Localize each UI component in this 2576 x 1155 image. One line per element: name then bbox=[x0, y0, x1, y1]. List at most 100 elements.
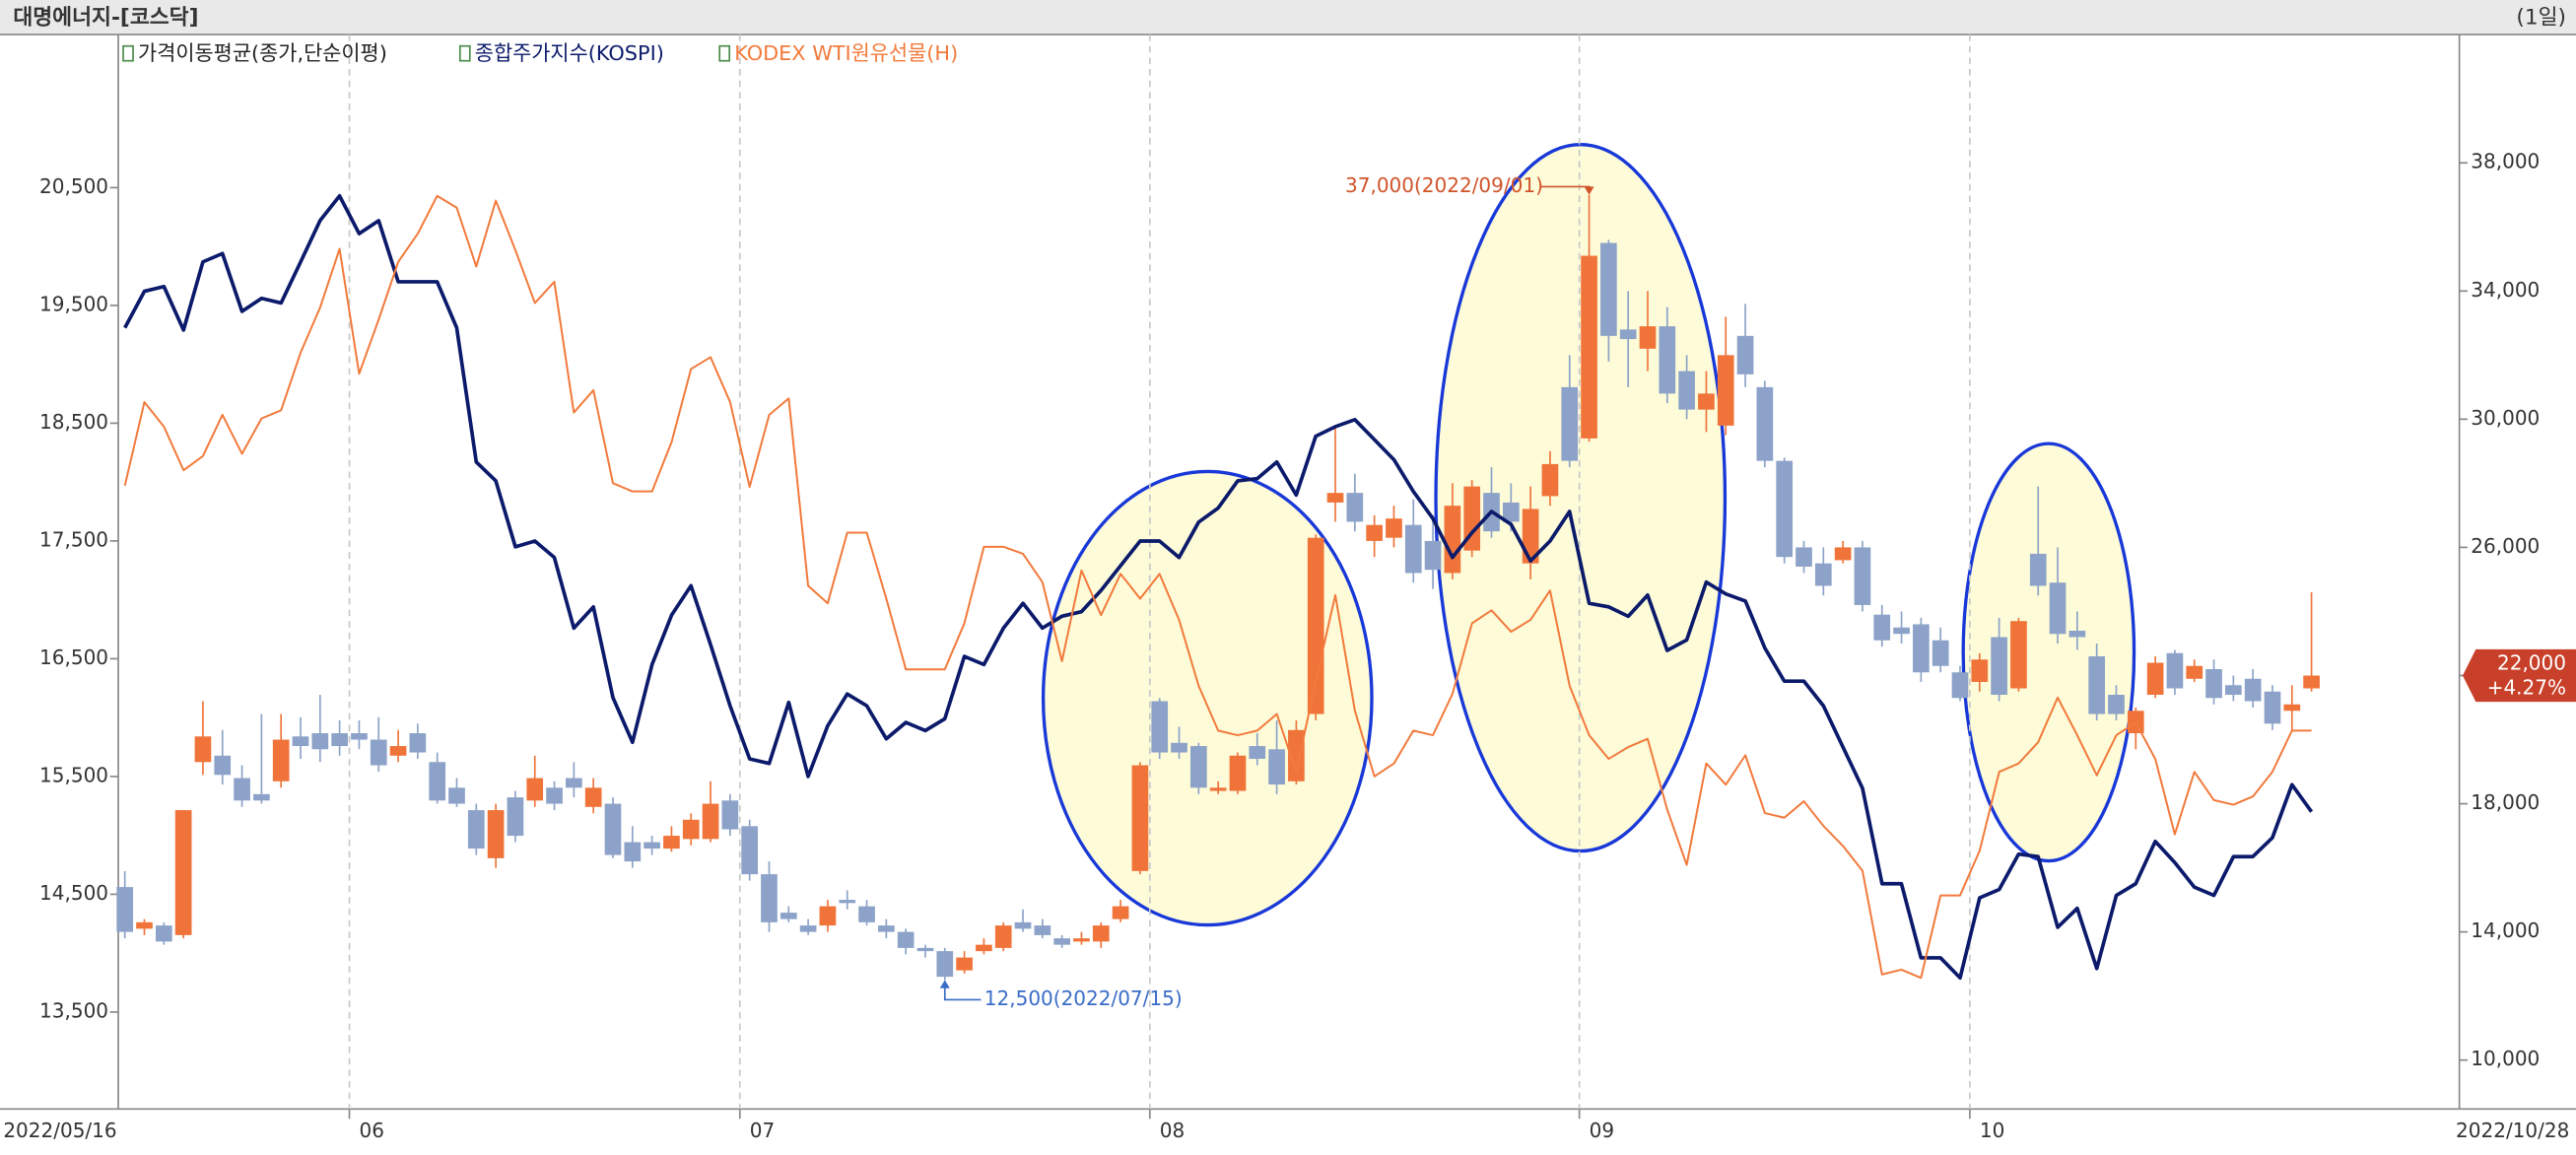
candle-body bbox=[1736, 335, 1754, 374]
candle-body bbox=[2264, 691, 2281, 724]
candle-body bbox=[1463, 486, 1481, 551]
candle-body bbox=[1932, 640, 1949, 666]
y2-tick-label: 26,000 bbox=[2471, 534, 2540, 558]
y2-tick-label: 34,000 bbox=[2471, 278, 2540, 302]
candle-body bbox=[1112, 906, 1129, 919]
y2-tick-label: 38,000 bbox=[2471, 150, 2540, 173]
legend-icon bbox=[122, 44, 134, 62]
y2-tick-label: 10,000 bbox=[2471, 1047, 2540, 1070]
candle-body bbox=[584, 787, 602, 807]
y-tick-label: 13,500 bbox=[39, 998, 108, 1022]
candle-body bbox=[2225, 685, 2242, 696]
header-bar bbox=[0, 0, 2576, 35]
candle-body bbox=[1386, 518, 1402, 538]
candle-body bbox=[604, 803, 622, 855]
candle-body bbox=[1873, 614, 1891, 641]
candle-body bbox=[1814, 563, 1832, 586]
annotation-arrowhead bbox=[1584, 186, 1594, 195]
candle-body bbox=[351, 733, 368, 740]
candle-body bbox=[331, 733, 348, 747]
candle-body bbox=[1092, 925, 1110, 942]
legend-icon bbox=[458, 44, 471, 62]
candle-body bbox=[194, 736, 212, 763]
candle-body bbox=[1717, 355, 1734, 426]
candle-body bbox=[721, 800, 739, 830]
candle-body bbox=[1366, 524, 1383, 541]
x-tick-label: 09 bbox=[1590, 1119, 1614, 1142]
candle-body bbox=[644, 842, 660, 849]
y2-tick-label: 18,000 bbox=[2471, 790, 2540, 814]
candle-body bbox=[1171, 742, 1187, 753]
candle-body bbox=[2244, 678, 2262, 702]
candle-body bbox=[1014, 921, 1032, 929]
candle-body bbox=[1444, 506, 1461, 574]
candle-body bbox=[1893, 627, 1910, 635]
highlight-ellipse bbox=[1961, 442, 2136, 863]
candle-body bbox=[467, 810, 485, 849]
candle-body bbox=[1034, 925, 1051, 935]
candle-body bbox=[448, 787, 465, 804]
x-tick-label: 08 bbox=[1160, 1119, 1185, 1142]
y2-tick-label: 30,000 bbox=[2471, 406, 2540, 430]
legend-label: 가격이동평균(종가,단순이평) bbox=[138, 41, 387, 65]
candle-body bbox=[311, 733, 329, 750]
candle-body bbox=[1404, 524, 1422, 574]
candle-body bbox=[799, 925, 817, 932]
candle-body bbox=[1326, 493, 1344, 503]
highlights bbox=[1041, 143, 2136, 927]
candle-body bbox=[1600, 242, 1617, 336]
candle-body bbox=[1346, 493, 1364, 522]
candle-body bbox=[234, 778, 250, 801]
candle-body bbox=[819, 906, 837, 926]
candle-body bbox=[1131, 765, 1149, 871]
candle-body bbox=[389, 746, 407, 756]
x-tick-label: 07 bbox=[750, 1119, 775, 1142]
candle-body bbox=[663, 836, 680, 849]
y-tick-label: 14,500 bbox=[39, 881, 108, 905]
candle-body bbox=[839, 900, 856, 904]
candle-body bbox=[429, 762, 446, 801]
candle-body bbox=[2205, 668, 2222, 699]
chart-title: 대명에너지-[코스닥] bbox=[13, 5, 198, 30]
candle-body bbox=[1971, 659, 1989, 683]
candle-body bbox=[2108, 695, 2125, 714]
y-tick-label: 20,500 bbox=[39, 174, 108, 198]
candle-body bbox=[174, 810, 192, 935]
legend-icon bbox=[718, 44, 731, 62]
candle-body bbox=[897, 931, 915, 948]
candle-body bbox=[2146, 662, 2164, 696]
candle-body bbox=[1639, 326, 1657, 349]
candle-body bbox=[1834, 547, 1852, 561]
annotation-label: 37,000(2022/09/01) bbox=[1345, 173, 1543, 197]
candle-body bbox=[1991, 637, 2007, 696]
candle-body bbox=[566, 778, 582, 788]
legend-label: 종합주가지수(KOSPI) bbox=[475, 41, 664, 65]
y-tick-label: 16,500 bbox=[39, 645, 108, 669]
candle-body bbox=[1698, 393, 1715, 410]
candle-body bbox=[1229, 755, 1247, 791]
candle-body bbox=[1209, 787, 1227, 791]
candle-body bbox=[1659, 326, 1676, 394]
last-price-box bbox=[2462, 648, 2576, 703]
candle-body bbox=[2186, 665, 2203, 679]
line-series bbox=[123, 193, 2314, 981]
candle-body bbox=[1951, 672, 1969, 699]
candle-body bbox=[1581, 255, 1597, 439]
candle-body bbox=[994, 925, 1012, 948]
candle-body bbox=[507, 797, 524, 837]
candle-body bbox=[780, 913, 797, 919]
highlight-ellipse bbox=[1041, 469, 1374, 927]
candle-body bbox=[546, 787, 563, 804]
candle-body bbox=[2088, 655, 2106, 714]
candle-body bbox=[1854, 547, 1871, 605]
candle-body bbox=[1678, 371, 1695, 410]
candle-body bbox=[2166, 652, 2184, 689]
candle-body bbox=[1502, 502, 1520, 522]
candle-body bbox=[1249, 746, 1266, 760]
candle-body bbox=[1053, 938, 1070, 945]
candle-body bbox=[2068, 630, 2086, 638]
line-series bbox=[123, 194, 2312, 980]
annotation-label: 12,500(2022/07/15) bbox=[984, 986, 1183, 1010]
candle-body bbox=[1756, 386, 1774, 461]
